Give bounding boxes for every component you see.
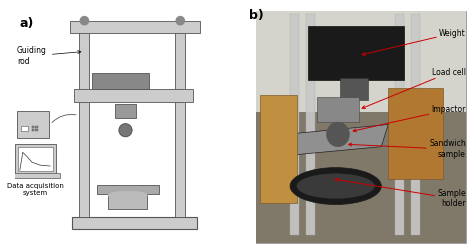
Text: Guiding
rod: Guiding rod: [17, 46, 81, 66]
Bar: [115, 104, 136, 118]
Polygon shape: [276, 124, 388, 157]
Bar: [174, 30, 185, 217]
Bar: [70, 21, 200, 33]
Bar: [395, 14, 404, 235]
Bar: [79, 30, 89, 217]
Bar: [72, 217, 197, 230]
Text: Load cell: Load cell: [362, 68, 466, 109]
Ellipse shape: [109, 191, 147, 199]
Bar: [109, 195, 147, 209]
Bar: [12, 173, 61, 178]
Bar: [411, 14, 420, 235]
Text: Weight: Weight: [362, 29, 466, 56]
Bar: [20, 126, 28, 131]
Circle shape: [80, 16, 89, 25]
Text: a): a): [19, 17, 34, 30]
Bar: [32, 129, 34, 131]
Bar: [92, 73, 149, 89]
Bar: [18, 147, 53, 171]
Bar: [290, 14, 299, 235]
Bar: [74, 89, 193, 102]
Ellipse shape: [290, 168, 381, 204]
Bar: [388, 88, 443, 179]
Text: Sandwich
sample: Sandwich sample: [349, 139, 466, 159]
Ellipse shape: [297, 174, 374, 198]
Bar: [260, 95, 297, 203]
Circle shape: [119, 124, 132, 137]
Text: b): b): [249, 9, 264, 22]
Circle shape: [176, 16, 184, 25]
Bar: [308, 26, 404, 80]
Circle shape: [327, 122, 349, 147]
Text: Sample
holder: Sample holder: [335, 178, 466, 208]
Bar: [340, 78, 368, 100]
Bar: [97, 185, 159, 194]
Text: Data acquisition
system: Data acquisition system: [7, 183, 64, 196]
Bar: [306, 14, 315, 235]
Bar: [256, 112, 466, 243]
Bar: [36, 129, 37, 131]
Bar: [32, 126, 34, 128]
Bar: [36, 126, 37, 128]
Bar: [17, 111, 49, 138]
Bar: [318, 97, 358, 122]
Bar: [256, 11, 466, 112]
Bar: [15, 144, 56, 174]
Text: Impactor: Impactor: [353, 105, 466, 132]
